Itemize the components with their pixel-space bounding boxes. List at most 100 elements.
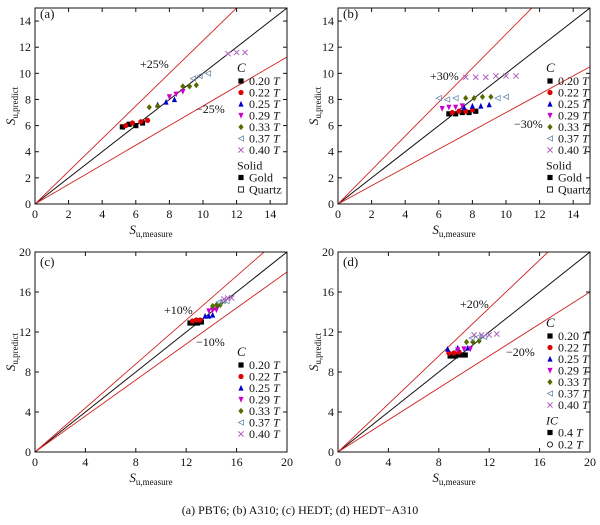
y-tick-label: 12 (322, 325, 334, 339)
y-tick-label: 2 (25, 171, 31, 185)
reference-lines (35, 8, 287, 204)
legend-marker (238, 431, 244, 437)
panel-label: (b) (343, 6, 358, 21)
point-0-37-T (189, 75, 196, 82)
band-line-2 (35, 56, 287, 204)
chart-panel-4: 0 4 8 12 16 20 0 4 8 12 16 20 Su,measure Su,predict (d… (306, 245, 596, 487)
point-0-37-T (474, 333, 481, 341)
y-tick-label: 16 (19, 285, 31, 299)
x-tick-label: 8 (469, 207, 475, 221)
legend-entry: 0.25 T (249, 381, 281, 395)
x-tick-label: 20 (281, 455, 293, 469)
point-0-22-T (446, 350, 452, 356)
point-0-25-T (486, 101, 492, 108)
point-0-29-T (461, 346, 467, 353)
band-label-1: +10% (164, 303, 193, 317)
point-0-22-T (449, 109, 455, 116)
legend-marker (547, 100, 553, 107)
band-label-2: −20% (506, 345, 535, 359)
point-0-20-T (119, 124, 125, 130)
legend-entry: 0.37 T (558, 387, 590, 401)
y-tick-label: 0 (328, 197, 334, 211)
point-0-29-T (446, 104, 452, 111)
band-line-1 (35, 252, 265, 452)
legend-entry: 0.37 T (249, 416, 281, 430)
point-0-40-T (482, 74, 489, 81)
point-0-33-T (186, 83, 193, 90)
point-0-33-T (193, 81, 199, 89)
legend-entry: 0.29 T (558, 109, 590, 123)
x-tick-label: 12 (534, 207, 546, 221)
point-0-37-T (196, 72, 203, 80)
point-0-22-T (138, 119, 144, 125)
legend-marker (547, 367, 553, 374)
point-0-22-T (144, 117, 151, 123)
legend-entry: 0.4 T (558, 426, 584, 440)
point-0-22-T (451, 350, 457, 356)
point-0-40-T (478, 332, 485, 338)
point-0-33-T (180, 83, 186, 90)
point-0-29-T (459, 103, 465, 110)
point-0-40-T (228, 295, 235, 301)
band-label-2: −30% (514, 117, 543, 131)
band-label-1: +30% (430, 69, 459, 83)
legend-marker (546, 135, 553, 142)
x-tick-label: 8 (436, 455, 442, 469)
point-0-37-T (494, 94, 501, 102)
y-tick-label: 4 (328, 405, 334, 419)
point-0-33-T (463, 95, 469, 102)
y-tick-label: 0 (328, 445, 334, 459)
legend-entry: 0.20 T (558, 74, 590, 88)
point-0-29-T (467, 346, 473, 353)
x-tick-label: 4 (82, 455, 88, 469)
x-tick-label: 14 (567, 207, 579, 221)
point-0-25-T (469, 102, 475, 109)
point-0-40-T (462, 74, 469, 81)
y-tick-label: 14 (322, 14, 334, 28)
legend-marker (238, 100, 244, 107)
point-0-40-T (503, 72, 509, 79)
point-0-29-T (166, 94, 172, 100)
legend-marker (238, 89, 244, 96)
point-0-29-T (180, 89, 186, 95)
point-0-20-T (446, 111, 452, 117)
legend-entry: 0.33 T (249, 404, 281, 418)
legend-entry: 0.40 T (558, 398, 590, 412)
legend-entry: 0.22 T (249, 370, 281, 384)
point-0-20-T (453, 111, 459, 117)
legend-marker (547, 333, 553, 339)
plot-frame (337, 7, 591, 205)
point-0-33-T (463, 338, 470, 346)
point-0-29-T (439, 106, 445, 112)
band-line-2 (35, 271, 287, 452)
point-0-40-T (513, 72, 520, 79)
panel-label: (d) (343, 254, 358, 269)
legend-marker (238, 373, 244, 380)
x-tick-label: 20 (584, 455, 596, 469)
point-0-33-T (471, 95, 477, 102)
legend-marker (238, 396, 244, 403)
y-axis-label: Su,predict (3, 332, 20, 371)
point-0-22-T (129, 120, 136, 126)
point-0-37-T (502, 93, 510, 101)
x-tick-label: 0 (32, 207, 38, 221)
legend-entry: Gold (558, 171, 582, 185)
point-0-33-T (488, 93, 494, 100)
y-axis-label: Su,predict (306, 86, 323, 125)
legend-entry: 0.29 T (249, 109, 281, 123)
legend-group-title: Solid (546, 159, 571, 173)
point-0-22-T (193, 317, 199, 323)
legend-marker (238, 147, 244, 153)
chart-panel-3: 0 4 8 12 16 20 0 4 8 12 16 20 Su,measure Su,predict (c… (3, 245, 293, 487)
data-points (435, 72, 520, 117)
point-0-25-T (445, 345, 451, 352)
point-0-20-T (457, 352, 463, 358)
point-0-22-T (456, 108, 462, 114)
legend-entry: Quartz (249, 183, 282, 197)
legend-marker (547, 429, 553, 436)
legend-title: C (237, 60, 246, 75)
y-tick-label: 6 (328, 119, 334, 133)
x-axis-label: Su,measure (432, 470, 475, 487)
band-label-2: −10% (196, 335, 225, 349)
legend-marker (547, 78, 553, 84)
